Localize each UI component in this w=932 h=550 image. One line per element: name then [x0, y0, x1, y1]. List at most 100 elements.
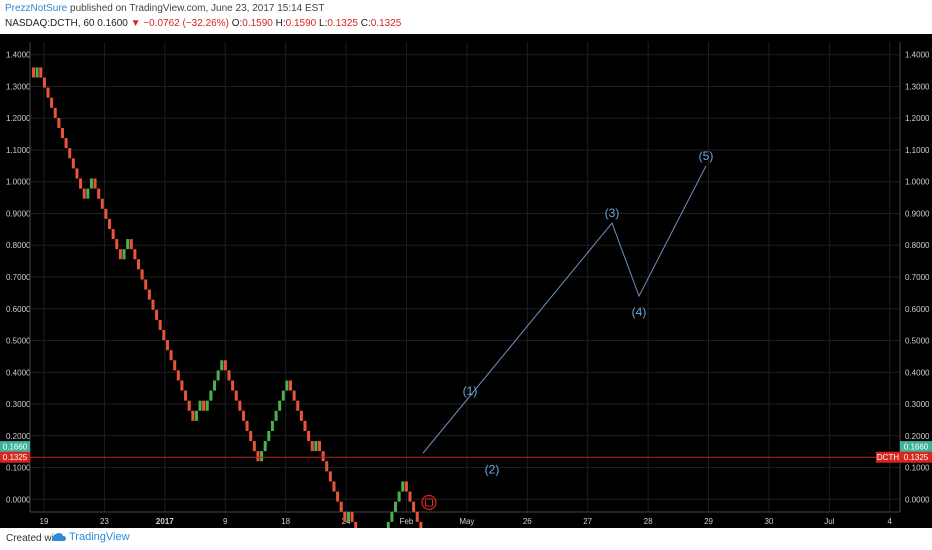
- renko-brick-down: [129, 239, 133, 250]
- published-text: published on TradingView.com, June 23, 2…: [70, 3, 325, 14]
- y-tick-label-left: 1.4000: [6, 51, 31, 60]
- y-tick-label-left: 0.5000: [6, 337, 31, 346]
- renko-brick-down: [176, 370, 180, 381]
- y-tick-label-right: 0.5000: [905, 337, 930, 346]
- cloud-icon: [52, 533, 66, 541]
- chart-header: PrezzNotSure published on TradingView.co…: [0, 0, 932, 34]
- high-value: 0.1590: [285, 18, 317, 29]
- renko-brick-down: [404, 481, 408, 492]
- high-label: H:: [275, 18, 286, 29]
- y-tick-label-left: 0.0000: [6, 495, 31, 504]
- tradingview-brand[interactable]: TradingView: [52, 531, 130, 543]
- renko-brick-down: [350, 511, 354, 522]
- footer: Created with TradingView: [0, 528, 932, 550]
- x-tick-label: 4: [888, 517, 893, 526]
- renko-brick-up: [267, 430, 271, 442]
- open-value: 0.1590: [242, 18, 273, 29]
- renko-brick-down: [202, 400, 206, 411]
- renko-brick-up: [205, 400, 209, 411]
- x-tick-label: 2017: [156, 517, 174, 526]
- renko-brick-down: [144, 279, 148, 290]
- y-tick-label-left: 0.9000: [6, 209, 31, 218]
- y-tick-label-right: 1.3000: [905, 82, 930, 91]
- renko-brick-down: [223, 360, 227, 371]
- last-price: 0.1600: [97, 18, 128, 29]
- x-tick-label: Feb: [400, 517, 414, 526]
- renko-brick-down: [184, 390, 188, 401]
- renko-brick-up: [220, 360, 224, 371]
- renko-brick-up: [390, 511, 394, 522]
- renko-brick-up: [198, 400, 202, 411]
- symbol-label[interactable]: NASDAQ:DCTH, 60: [5, 18, 95, 29]
- y-tick-label-right: 0.8000: [905, 241, 930, 250]
- renko-brick-down: [299, 410, 303, 421]
- renko-brick-down: [332, 481, 336, 492]
- x-tick-label: 29: [704, 517, 713, 526]
- renko-brick-down: [321, 451, 325, 462]
- renko-brick-up: [209, 390, 213, 401]
- renko-brick-down: [234, 390, 238, 401]
- renko-brick-down: [238, 400, 242, 411]
- renko-brick-down: [289, 380, 293, 391]
- renko-brick-down: [249, 430, 253, 442]
- y-tick-label-right: 1.1000: [905, 146, 930, 155]
- renko-brick-down: [115, 239, 119, 250]
- renko-brick-down: [32, 67, 36, 78]
- renko-brick-down: [151, 299, 155, 310]
- renko-brick-down: [93, 178, 97, 189]
- renko-brick-down: [231, 380, 235, 391]
- wave-projection-line: [422, 165, 707, 454]
- y-tick-label-right: 0.6000: [905, 305, 930, 314]
- y-tick-label-left: 0.2000: [6, 432, 31, 441]
- renko-brick-up: [270, 420, 274, 431]
- x-tick-label: 26: [523, 517, 532, 526]
- y-tick-label-right: 1.0000: [905, 178, 930, 187]
- renko-brick-down: [252, 441, 256, 452]
- chart-background: [0, 34, 932, 528]
- renko-brick-down: [68, 148, 72, 159]
- renko-brick-up: [394, 501, 398, 512]
- y-tick-label-left: 1.3000: [6, 82, 31, 91]
- price-badge-right-text: 0.1325: [904, 453, 929, 462]
- renko-brick-down: [187, 400, 191, 411]
- renko-brick-down: [111, 228, 115, 240]
- y-tick-label-right: 0.3000: [905, 400, 930, 409]
- renko-brick-up: [194, 410, 198, 421]
- renko-brick-down: [165, 340, 169, 351]
- renko-brick-down: [292, 390, 296, 401]
- renko-brick-up: [263, 441, 267, 452]
- renko-brick-down: [97, 188, 101, 199]
- renko-brick-down: [245, 420, 249, 431]
- renko-brick-down: [155, 309, 159, 320]
- y-tick-label-right: 0.1000: [905, 464, 930, 473]
- close-value: 0.1325: [370, 18, 402, 29]
- renko-chart[interactable]: 0.0000 0.0000 0.1000 0.1000 0.2000 0.2000 0.30…: [0, 34, 932, 528]
- y-tick-label-left: 0.6000: [6, 305, 31, 314]
- renko-brick-down: [162, 329, 166, 341]
- wave-label: (5): [699, 149, 714, 163]
- author-link[interactable]: PrezzNotSure: [5, 3, 68, 14]
- renko-brick-down: [53, 107, 57, 118]
- renko-brick-down: [408, 491, 412, 502]
- renko-brick-down: [256, 451, 260, 462]
- renko-brick-down: [108, 218, 112, 229]
- x-tick-label: 28: [644, 517, 653, 526]
- renko-brick-down: [310, 441, 314, 452]
- x-tick-label: 27: [583, 517, 592, 526]
- open-label: O:: [231, 18, 243, 29]
- wave-label: (2): [485, 462, 500, 476]
- renko-brick-up: [35, 67, 39, 78]
- renko-brick-down: [64, 138, 68, 149]
- symbol-line: NASDAQ:DCTH, 60 0.1600 ▼ −0.0762 (−32.26…: [5, 18, 401, 29]
- renko-brick-down: [71, 158, 75, 169]
- renko-brick-down: [303, 420, 307, 431]
- y-tick-label-left: 0.4000: [6, 368, 31, 377]
- renko-brick-down: [42, 77, 46, 88]
- y-tick-label-right: 0.9000: [905, 209, 930, 218]
- renko-brick-up: [285, 380, 289, 391]
- renko-brick-down: [296, 400, 300, 411]
- renko-brick-down: [241, 410, 245, 421]
- price-badge-left: [0, 441, 30, 453]
- y-tick-label-left: 1.1000: [6, 146, 31, 155]
- y-tick-label-right: 0.0000: [905, 495, 930, 504]
